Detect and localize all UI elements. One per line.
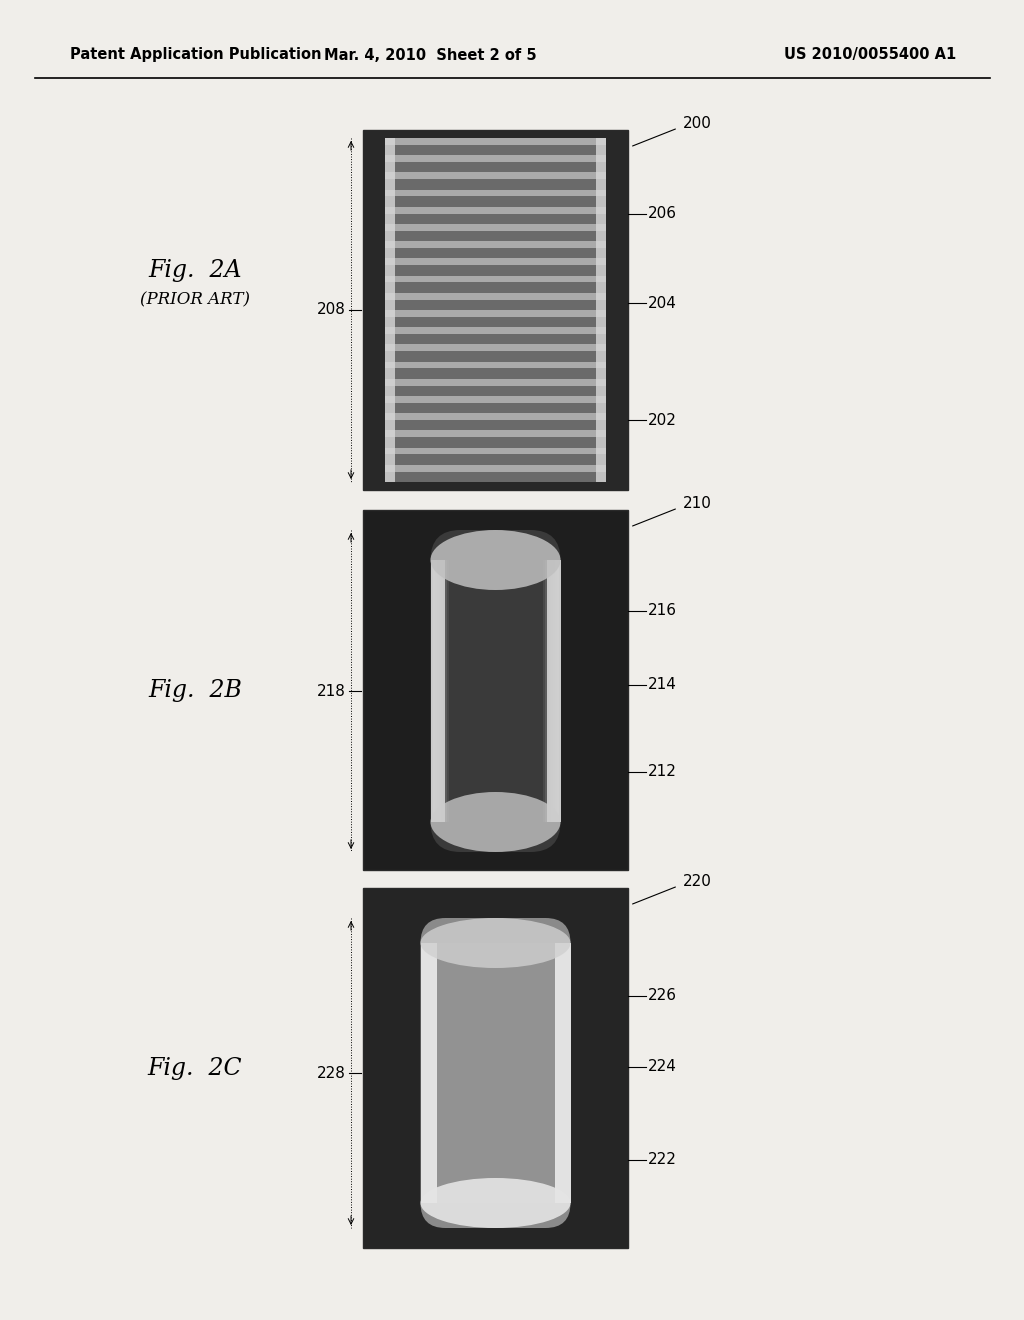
Text: 214: 214	[648, 677, 677, 692]
Bar	[430, 560, 444, 822]
Bar	[385, 190, 606, 197]
Bar	[385, 293, 606, 300]
Text: 208: 208	[317, 302, 346, 318]
Bar	[385, 139, 606, 482]
Bar	[556, 560, 560, 822]
Bar	[385, 327, 606, 334]
Bar	[596, 139, 606, 482]
Bar	[385, 156, 606, 162]
Bar	[385, 259, 606, 265]
Text: 228: 228	[317, 1065, 346, 1081]
Text: Fig.  2B: Fig. 2B	[148, 678, 242, 701]
Text: Fig.  2A: Fig. 2A	[148, 259, 242, 281]
Bar	[362, 888, 628, 1247]
Text: 204: 204	[648, 296, 677, 310]
Bar	[545, 560, 549, 822]
FancyBboxPatch shape	[430, 531, 560, 851]
Text: 200: 200	[683, 116, 712, 131]
Text: 202: 202	[648, 413, 677, 428]
Bar	[436, 560, 440, 822]
Bar	[385, 207, 606, 214]
Ellipse shape	[430, 792, 560, 851]
Bar	[440, 560, 444, 822]
Bar	[362, 510, 628, 870]
Bar	[421, 942, 436, 1203]
Bar	[435, 942, 555, 1203]
Bar	[549, 560, 553, 822]
Text: 210: 210	[683, 495, 712, 511]
Text: 226: 226	[648, 987, 677, 1003]
Text: 224: 224	[648, 1059, 677, 1074]
Bar	[553, 560, 556, 822]
Text: 218: 218	[317, 684, 346, 698]
Text: 216: 216	[648, 603, 677, 618]
Text: 222: 222	[648, 1152, 677, 1167]
Bar	[438, 560, 442, 822]
Bar	[543, 560, 547, 822]
Text: 220: 220	[683, 874, 712, 888]
Bar	[385, 139, 606, 145]
Text: US 2010/0055400 A1: US 2010/0055400 A1	[784, 48, 956, 62]
Bar	[547, 560, 560, 822]
Bar	[385, 465, 606, 471]
Bar	[385, 173, 606, 180]
Bar	[385, 379, 606, 385]
Bar	[385, 396, 606, 403]
Text: Mar. 4, 2010  Sheet 2 of 5: Mar. 4, 2010 Sheet 2 of 5	[324, 48, 537, 62]
Ellipse shape	[421, 917, 570, 968]
Bar	[547, 560, 551, 822]
Bar	[555, 942, 570, 1203]
Bar	[385, 345, 606, 351]
Bar	[432, 560, 436, 822]
FancyBboxPatch shape	[421, 917, 570, 1228]
Bar	[385, 362, 606, 368]
Bar	[385, 224, 606, 231]
Bar	[385, 139, 395, 482]
Bar	[385, 447, 606, 454]
Text: 212: 212	[648, 764, 677, 779]
Bar	[555, 560, 558, 822]
Bar	[444, 560, 449, 822]
Ellipse shape	[421, 1177, 570, 1228]
Text: (PRIOR ART): (PRIOR ART)	[140, 292, 250, 309]
Text: Patent Application Publication: Patent Application Publication	[70, 48, 322, 62]
Bar	[362, 129, 628, 490]
Text: Fig.  2C: Fig. 2C	[147, 1056, 243, 1080]
Bar	[551, 560, 555, 822]
Ellipse shape	[430, 531, 560, 590]
Text: 206: 206	[648, 206, 677, 222]
Bar	[385, 413, 606, 420]
Bar	[434, 560, 438, 822]
Bar	[385, 242, 606, 248]
Bar	[442, 560, 446, 822]
Bar	[385, 430, 606, 437]
Bar	[385, 310, 606, 317]
Bar	[430, 560, 434, 822]
Bar	[385, 276, 606, 282]
